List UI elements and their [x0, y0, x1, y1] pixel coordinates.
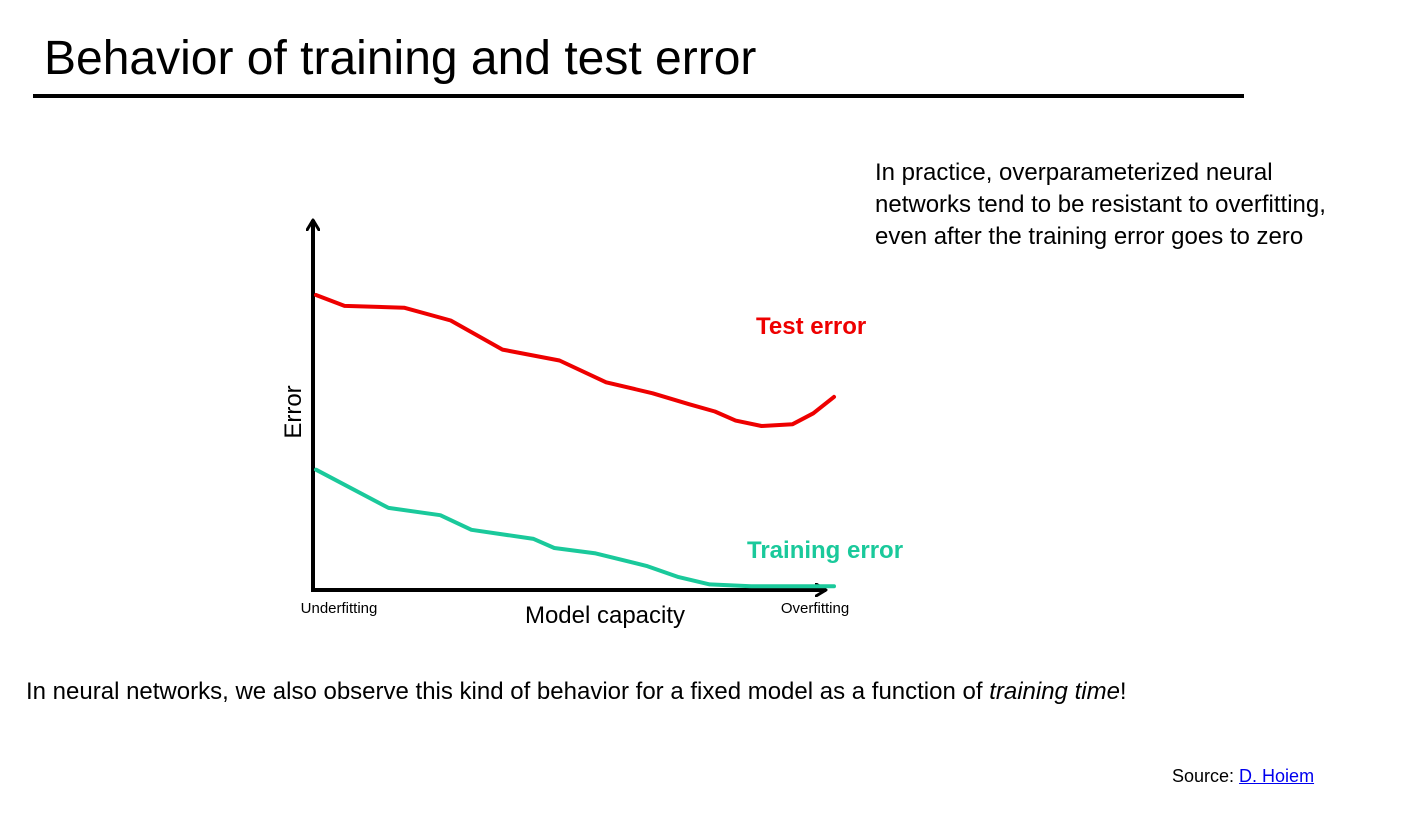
- bottom-statement-end: !: [1119, 678, 1127, 705]
- bottom-statement-emphasis: training time: [989, 678, 1120, 705]
- x-tick-underfitting: Underfitting: [301, 600, 378, 617]
- series-label-test-error: Test error: [756, 313, 866, 340]
- bottom-statement-main: In neural networks, we also observe this…: [26, 678, 990, 705]
- source-label: Source:: [1172, 766, 1240, 786]
- series-line-training-error: [314, 467, 836, 589]
- series-line-test-error: [314, 293, 836, 428]
- bottom-statement: In neural networks, we also observe this…: [26, 676, 1127, 708]
- series-label-training-error: Training error: [747, 537, 903, 564]
- x-axis-label: Model capacity: [525, 602, 685, 629]
- source-citation: Source: D. Hoiem: [1172, 764, 1314, 788]
- x-tick-overfitting: Overfitting: [781, 600, 849, 617]
- error-vs-capacity-chart: Error Model capacity Underfitting Overfi…: [280, 0, 903, 629]
- slide-title: Behavior of training and test error: [44, 32, 757, 85]
- y-axis-label: Error: [280, 385, 307, 438]
- series-layer: [314, 293, 836, 589]
- source-link[interactable]: D. Hoiem: [1239, 766, 1315, 786]
- side-note: In practice, overparameterized neural ne…: [875, 159, 1326, 250]
- title-underline: [33, 94, 1244, 98]
